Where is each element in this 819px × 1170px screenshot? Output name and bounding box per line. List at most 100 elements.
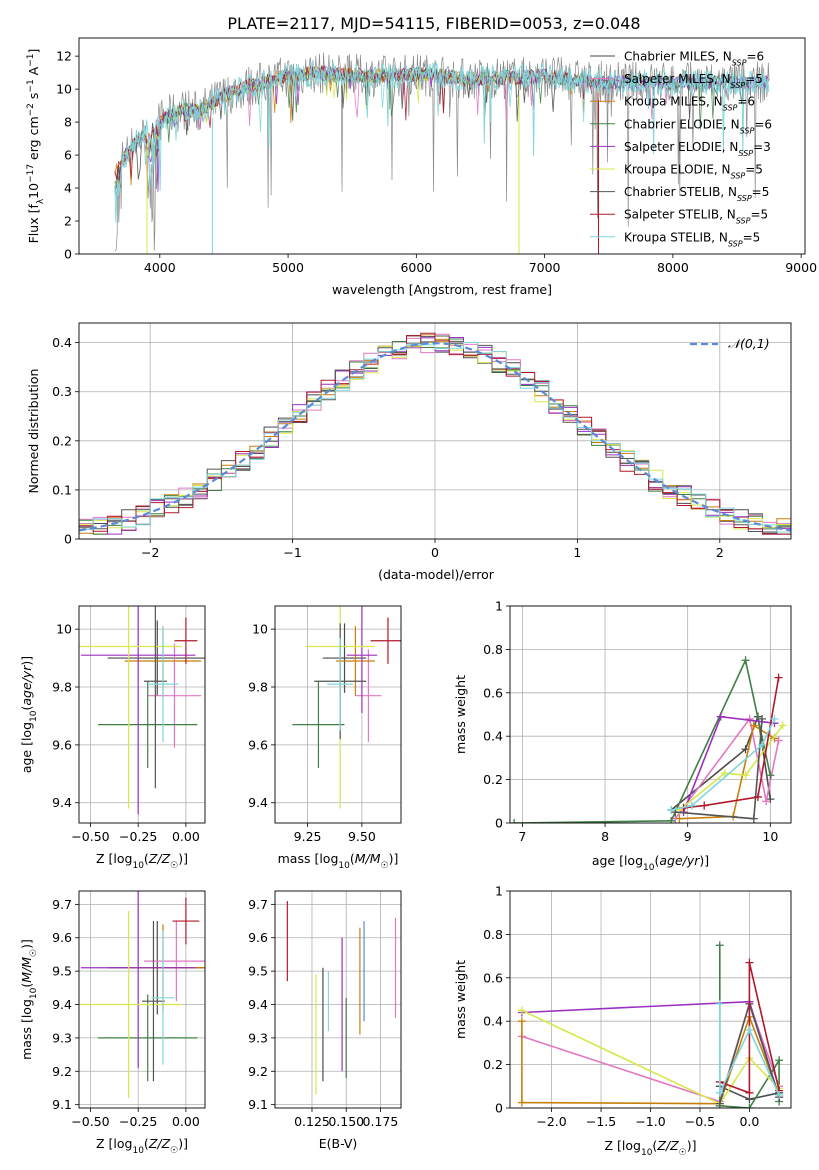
y-tick-label: 0.8 bbox=[483, 642, 503, 657]
y-tick-label: 9.3 bbox=[248, 1030, 268, 1045]
y-tick-label: 9.1 bbox=[248, 1097, 268, 1112]
x-axis-label: Z [log10(Z/Z☉)] bbox=[96, 851, 188, 871]
label-part: s bbox=[26, 93, 41, 104]
y-tick-label: 9.4 bbox=[248, 795, 268, 810]
y-tick-label: 0 bbox=[495, 1101, 503, 1116]
axes-frame bbox=[78, 37, 806, 255]
label-part: 10 bbox=[29, 710, 39, 722]
x-tick-label: −0.25 bbox=[119, 1114, 157, 1129]
y-tick-label: 8 bbox=[64, 115, 72, 130]
legend-value: =6 bbox=[746, 50, 764, 64]
panel-residuals: −2 −1 0 1 2 0 0.1 0.2 0.3 0.4 𝒩(0,1) (data-model)/e… bbox=[26, 322, 792, 582]
label-part: Z/Z bbox=[148, 851, 171, 866]
label-part: ( bbox=[350, 851, 355, 866]
legend-sub: SSP bbox=[723, 103, 738, 112]
weight-marker bbox=[770, 714, 779, 723]
weight-marker bbox=[517, 1006, 526, 1015]
label-part: age/yr bbox=[659, 853, 700, 868]
legend-text: Salpeter STELIB, N bbox=[624, 208, 736, 222]
x-tick-label: 0 bbox=[431, 545, 439, 560]
y-tick-label: 0.1 bbox=[52, 482, 72, 497]
y-tick-label: 10 bbox=[56, 622, 72, 637]
y-tick-label: 0.2 bbox=[483, 772, 503, 787]
x-tick-label: 1 bbox=[573, 545, 581, 560]
legend-sub: SSP bbox=[731, 81, 746, 90]
label-part: )] bbox=[178, 851, 188, 866]
weight-marker bbox=[762, 797, 771, 806]
legend-value: =3 bbox=[753, 140, 771, 154]
x-tick-label: −1.0 bbox=[635, 1114, 665, 1129]
label-part: ( bbox=[144, 851, 149, 866]
legend-value: =5 bbox=[750, 208, 768, 222]
x-tick-label: −1.5 bbox=[586, 1114, 616, 1129]
weight-marker bbox=[720, 769, 729, 778]
label-part: Z [log bbox=[96, 1136, 132, 1151]
weight-marker bbox=[510, 819, 519, 823]
panel-weight_vs_Z: −2.0 −1.5 −1.0 −0.5 0.0 0 0.2 0.4 0.6 0.8 1 Z [log1… bbox=[453, 884, 792, 1158]
y-tick-label: 0.6 bbox=[483, 685, 503, 700]
y-axis-label: mass [log10(M/M☉)] bbox=[19, 939, 39, 1060]
weight-marker bbox=[667, 805, 676, 814]
legend-value: =6 bbox=[754, 117, 772, 131]
x-tick-label: −0.50 bbox=[71, 1114, 109, 1129]
y-axis-label: Flux [fλ10−17 erg cm−2 s−1 A−1] bbox=[26, 49, 46, 244]
label-part: age [log bbox=[19, 722, 34, 773]
x-tick-label: 8000 bbox=[657, 260, 689, 275]
x-tick-label: 8 bbox=[601, 829, 609, 844]
legend-text: Salpeter ELODIE, N bbox=[624, 140, 738, 154]
y-tick-label: 9.7 bbox=[52, 897, 72, 912]
weight-marker bbox=[745, 714, 754, 723]
weight-marker bbox=[774, 736, 783, 745]
y-tick-label: 9.8 bbox=[52, 680, 72, 695]
y-tick-label: 0.4 bbox=[483, 1014, 503, 1029]
weight-marker bbox=[766, 771, 775, 780]
label-part: ☉ bbox=[29, 949, 39, 957]
legend-sub: SSP bbox=[738, 148, 753, 157]
legend-text: Salpeter MILES, N bbox=[624, 72, 731, 86]
label-part: 10 bbox=[641, 1148, 653, 1158]
normal-curve bbox=[79, 342, 791, 532]
x-axis-label: Z [log10(Z/Z☉)] bbox=[96, 1136, 188, 1156]
label-part: ( bbox=[19, 983, 34, 988]
x-tick-label: 0.150 bbox=[328, 1114, 364, 1129]
plot-area bbox=[292, 606, 401, 809]
x-tick-label: 0.175 bbox=[363, 1114, 399, 1129]
label-part: 10 bbox=[338, 861, 350, 871]
x-tick-label: 4000 bbox=[144, 260, 176, 275]
legend-label: Kroupa STELIB, NSSP=5 bbox=[624, 230, 760, 248]
y-axis-label: mass weight bbox=[453, 960, 468, 1039]
histogram-kroupa-stelib bbox=[79, 341, 791, 535]
x-tick-label: 0.00 bbox=[172, 1114, 200, 1129]
label-part: 10 bbox=[132, 1146, 144, 1156]
y-tick-label: 10 bbox=[252, 622, 268, 637]
x-tick-label: 9000 bbox=[785, 260, 817, 275]
y-tick-label: 0.3 bbox=[52, 384, 72, 399]
legend-value: =6 bbox=[737, 95, 755, 109]
y-tick-label: 9.4 bbox=[52, 997, 72, 1012]
weight-line bbox=[514, 657, 772, 823]
x-tick-label: 9.25 bbox=[294, 829, 322, 844]
weight-line bbox=[521, 1009, 780, 1105]
plot-area bbox=[286, 901, 397, 1095]
label-part: Z/Z bbox=[656, 1138, 679, 1153]
weight-marker bbox=[758, 714, 767, 723]
legend-sub: SSP bbox=[737, 194, 752, 203]
legend-sub: SSP bbox=[732, 58, 747, 67]
y-tick-label: 2 bbox=[64, 214, 72, 229]
label-part: ☉ bbox=[679, 1148, 687, 1158]
x-tick-label: −0.25 bbox=[119, 829, 157, 844]
legend-sub: SSP bbox=[740, 126, 755, 135]
legend-label: 𝒩(0,1) bbox=[728, 336, 770, 351]
y-tick-label: 0.4 bbox=[483, 729, 503, 744]
x-tick-label: 0.0 bbox=[739, 1114, 759, 1129]
y-tick-label: 9.4 bbox=[248, 997, 268, 1012]
weight-line bbox=[719, 1003, 780, 1096]
legend-label: Salpeter MILES, NSSP=5 bbox=[624, 72, 763, 90]
label-part: −2 bbox=[26, 103, 36, 116]
x-tick-label: −2 bbox=[141, 545, 159, 560]
weight-line bbox=[678, 724, 784, 811]
x-axis-label: Z [log10(Z/Z☉)] bbox=[605, 1138, 697, 1158]
legend-text: Kroupa ELODIE, N bbox=[624, 163, 731, 177]
label-part: −17 bbox=[26, 164, 36, 183]
